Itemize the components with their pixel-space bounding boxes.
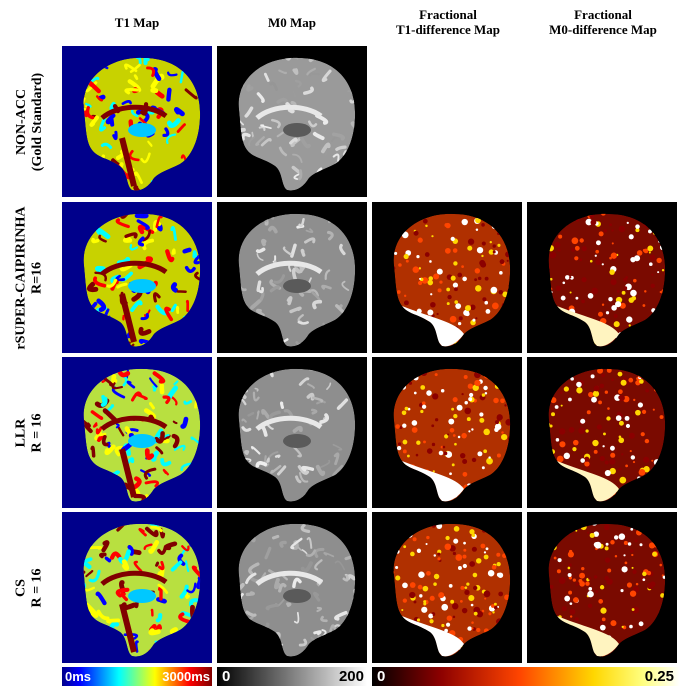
mri-slice-image: [217, 357, 367, 508]
colorbar-difference: 0 0.25: [372, 667, 680, 686]
mri-slice-image: [217, 512, 367, 663]
column-header-t1-map: T1 Map: [114, 14, 160, 30]
panel-m0diff-row-3: [527, 357, 677, 508]
column-header-t1-difference-map: Fractional T1-difference Map: [395, 7, 501, 37]
mri-slice-image: [62, 357, 212, 508]
panel-m0diff-row-1: [527, 46, 677, 197]
mri-slice-image: [372, 512, 522, 663]
panel-t1diff-row-3: [372, 357, 522, 508]
mri-slice-image: [527, 357, 677, 508]
panel-t1diff-row-2: [372, 202, 522, 353]
panel-m0diff-row-4: [527, 512, 677, 663]
row-label-cs: CS R = 16: [14, 567, 45, 608]
panel-m0-row-3: [217, 357, 367, 508]
panel-t1-row-4: [62, 512, 212, 663]
mri-slice-image: [372, 357, 522, 508]
colorbar-m0-min-label: 0: [222, 668, 231, 685]
panel-t1diff-row-4: [372, 512, 522, 663]
mri-slice-image: [217, 202, 367, 353]
mri-slice-image: [527, 202, 677, 353]
column-header-m0-map: M0 Map: [267, 14, 317, 30]
colorbar-t1-max-label: 3000ms: [162, 669, 210, 684]
row-label-non-acc: NON-ACC (Gold Standard): [14, 72, 46, 171]
mri-slice-image: [62, 202, 212, 353]
mri-slice-image: [527, 512, 677, 663]
row-header-rsuper-caipirinha: rSUPER-CAIPIRINHA R=16: [0, 202, 60, 353]
column-header-m0-difference-map: Fractional M0-difference Map: [549, 7, 657, 37]
row-header-cs: CS R = 16: [0, 512, 60, 663]
colorbar-m0-max-label: 200: [338, 668, 364, 685]
row-header-non-acc: NON-ACC (Gold Standard): [0, 46, 60, 197]
row-label-llr: LLR R = 16: [14, 412, 45, 453]
panel-m0-row-2: [217, 202, 367, 353]
row-header-llr: LLR R = 16: [0, 357, 60, 508]
mri-slice-image: [217, 46, 367, 197]
panel-m0-row-4: [217, 512, 367, 663]
panel-t1diff-row-1: [372, 46, 522, 197]
mri-slice-image: [372, 202, 522, 353]
colorbar-difference-max-label: 0.25: [644, 668, 674, 685]
colorbar-t1-min-label: 0ms: [65, 669, 92, 684]
mri-slice-image: [62, 512, 212, 663]
panel-m0diff-row-2: [527, 202, 677, 353]
colorbar-t1: 0ms 3000ms: [62, 667, 212, 686]
colorbar-m0: 0 200: [217, 667, 367, 686]
panel-t1-row-3: [62, 357, 212, 508]
mri-slice-image: [62, 46, 212, 197]
colorbar-difference-min-label: 0: [377, 668, 386, 685]
row-label-rsuper-caipirinha: rSUPER-CAIPIRINHA R=16: [14, 205, 45, 350]
panel-t1-row-1: [62, 46, 212, 197]
panel-t1-row-2: [62, 202, 212, 353]
panel-m0-row-1: [217, 46, 367, 197]
